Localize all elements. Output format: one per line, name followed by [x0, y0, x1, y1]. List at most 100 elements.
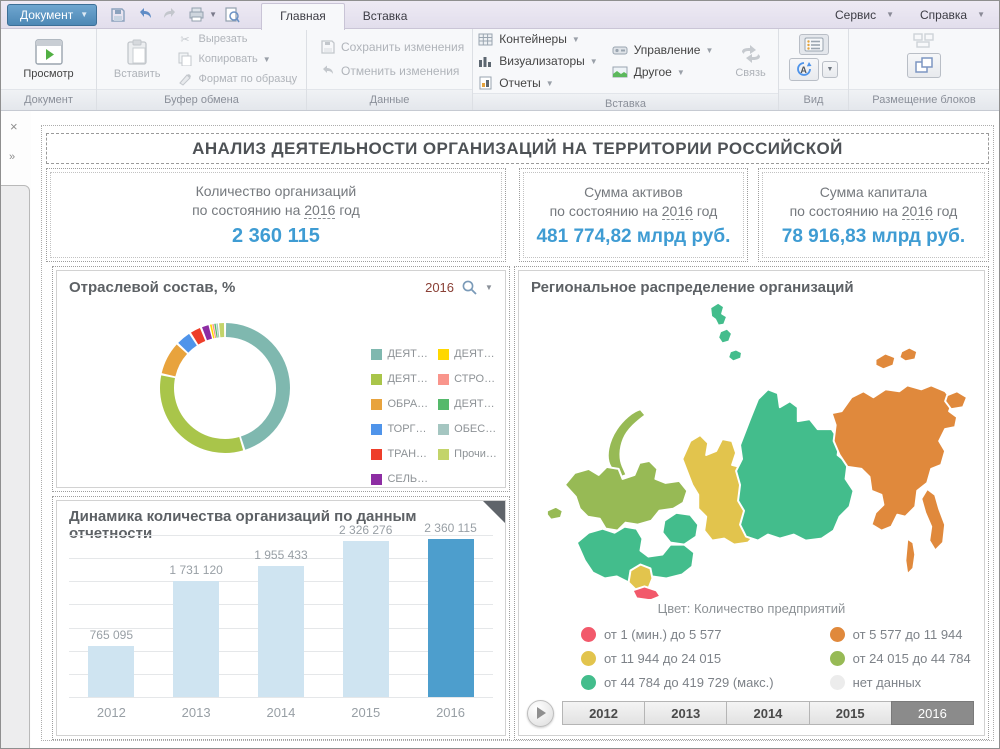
donut-legend-item[interactable]: ДЕЯТ… [371, 348, 428, 360]
donut-legend-item[interactable]: СТРО… [438, 373, 497, 385]
save-changes-button[interactable]: Сохранить изменения [319, 39, 464, 55]
menu-help[interactable]: Справка ▼ [920, 8, 985, 22]
kpi-year-param[interactable]: 2016 [304, 202, 336, 219]
legend-label: нет данных [852, 675, 922, 690]
play-button[interactable] [526, 699, 554, 727]
menu-service[interactable]: Сервис ▼ [835, 8, 894, 22]
dashboard-title-block[interactable]: АНАЛИЗ ДЕЯТЕЛЬНОСТИ ОРГАНИЗАЦИЙ НА ТЕРРИ… [45, 133, 989, 164]
dynamics-chart-block[interactable]: Динамика количества организаций по данны… [51, 496, 510, 740]
donut-legend-item[interactable]: ДЕЯТ… [438, 398, 497, 410]
donut-legend-item[interactable]: Прочи… [438, 448, 497, 460]
map-district-fareast[interactable] [830, 384, 959, 532]
redo-button[interactable] [159, 5, 181, 25]
bar-2012[interactable] [88, 646, 135, 697]
donut-segment[interactable] [178, 333, 197, 353]
format-painter-button[interactable]: Формат по образцу [177, 71, 297, 87]
tab-home[interactable]: Главная [261, 2, 345, 30]
donut-segment[interactable] [190, 328, 206, 345]
legend-swatch [371, 348, 383, 360]
magnifier-icon[interactable] [461, 279, 478, 296]
year-button-2014[interactable]: 2014 [726, 701, 809, 725]
kpi-card-assets[interactable]: Сумма активов по состоянию на 2016 год 4… [518, 168, 748, 262]
copy-button[interactable]: Копировать ▼ [177, 51, 298, 67]
map-district-fareast[interactable] [920, 487, 947, 552]
donut-legend-item[interactable]: ДЕЯТ… [438, 348, 497, 360]
arrange-blocks-button[interactable] [907, 53, 941, 78]
donut-year-param[interactable]: 2016 [425, 280, 455, 295]
donut-legend-item[interactable]: ТОРГ… [371, 423, 428, 435]
tab-insert[interactable]: Вставка [362, 8, 408, 23]
donut-segment[interactable] [161, 344, 188, 377]
auto-refresh-button[interactable]: A [788, 58, 819, 81]
cut-button[interactable]: ✂ Вырезать [177, 31, 298, 47]
kpi-year-param[interactable]: 2016 [901, 202, 933, 220]
paste-button[interactable]: Вставить [106, 35, 169, 84]
group-label-layout: Размещение блоков [849, 89, 999, 110]
containers-button[interactable]: Контейнеры ▼ [477, 31, 598, 47]
map-district-northwest[interactable] [563, 459, 689, 532]
donut-segment[interactable] [159, 375, 244, 453]
bar-2016[interactable] [427, 539, 474, 697]
bar-chart[interactable]: 765 095 1 731 120 1 955 433 2 326 276 2 360 … [68, 521, 493, 727]
map-district-south[interactable] [627, 563, 654, 592]
collapsed-side-panel[interactable] [1, 185, 30, 748]
year-button-2012[interactable]: 2012 [561, 701, 645, 725]
preview-button[interactable] [221, 5, 243, 25]
undo-changes-button[interactable]: Отменить изменения [319, 63, 464, 79]
auto-refresh-dropdown[interactable]: ▼ [821, 61, 839, 78]
donut-segment[interactable] [225, 323, 290, 450]
bar-2013[interactable] [173, 581, 220, 697]
kpi-card-count[interactable]: Количество организаций по состоянию на 2… [45, 168, 506, 262]
print-button[interactable] [185, 5, 207, 25]
russia-map[interactable] [525, 299, 978, 602]
legend-label: от 1 (мин.) до 5 577 [603, 627, 722, 642]
donut-legend-item[interactable]: ТРАН… [371, 448, 428, 460]
map-district-central[interactable] [575, 525, 696, 584]
view-list-button[interactable] [798, 34, 829, 55]
ribbon-group-insert: Контейнеры ▼ Визуализаторы ▼ Отчеты ▼ [473, 29, 779, 110]
reports-button[interactable]: Отчеты ▼ [477, 75, 598, 91]
x-axis-label: 2013 [181, 705, 211, 720]
visualizers-button[interactable]: Визуализаторы ▼ [477, 53, 598, 69]
map-district-siberia[interactable] [735, 388, 855, 542]
kpi-year-param[interactable]: 2016 [661, 202, 693, 220]
bar-chart-icon [477, 53, 494, 69]
save-button[interactable] [107, 5, 129, 25]
year-button-2013[interactable]: 2013 [644, 701, 727, 725]
preview-mode-button[interactable]: Просмотр [15, 35, 81, 84]
expand-panel-icon[interactable]: » [9, 151, 16, 163]
year-button-2016[interactable]: 2016 [890, 701, 974, 725]
management-button[interactable]: Управление ▼ [612, 42, 713, 58]
bar-2014[interactable] [257, 566, 304, 697]
other-button[interactable]: Другое ▼ [612, 64, 714, 80]
map-district-islands-north[interactable] [709, 301, 743, 363]
industry-composition-block[interactable]: Отраслевой состав, % 2016 ▼ ДЕЯТ… ДЕЯТ… ОБ… [51, 266, 510, 492]
map-district-fareast[interactable] [874, 346, 968, 411]
close-icon[interactable]: × [10, 119, 18, 134]
donut-legend-item[interactable]: СЕЛЬ… [371, 473, 428, 485]
donut-chart[interactable] [75, 296, 375, 476]
document-menu-button[interactable]: Документ ▼ [7, 3, 98, 26]
map-district-volga[interactable] [661, 511, 700, 546]
chevron-down-icon[interactable]: ▼ [485, 283, 493, 292]
link-button[interactable]: Связь [727, 40, 773, 83]
regional-map-block[interactable]: Региональное распределение организаций [513, 266, 989, 740]
print-dropdown-caret-icon[interactable]: ▼ [209, 10, 218, 19]
legend-dot-icon [580, 675, 596, 690]
save-changes-label: Сохранить изменения [341, 40, 465, 54]
map-district-caucasus[interactable] [631, 585, 662, 602]
map-legend-item: от 44 784 до 419 729 (макс.) [580, 675, 774, 690]
bar-2015[interactable] [342, 541, 389, 697]
legend-label: СЕЛЬ… [387, 473, 429, 485]
donut-segment[interactable] [201, 325, 213, 341]
map-district-kaliningrad[interactable] [545, 505, 564, 521]
undo-button[interactable] [133, 5, 155, 25]
donut-legend-item[interactable]: ДЕЯТ… [371, 373, 428, 385]
donut-legend-item[interactable]: ОБЕС… [438, 423, 497, 435]
kpi-line2: по состоянию на 2016 год [790, 202, 957, 221]
donut-legend-item[interactable]: ОБРА… [371, 398, 428, 410]
year-button-2015[interactable]: 2015 [808, 701, 891, 725]
map-district-fareast[interactable] [904, 537, 917, 576]
map-district-novaya-zemlya[interactable] [606, 408, 647, 479]
kpi-card-capital[interactable]: Сумма капитала по состоянию на 2016 год … [757, 168, 989, 262]
